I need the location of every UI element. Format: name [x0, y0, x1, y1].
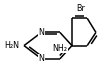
Text: N: N — [38, 54, 44, 63]
Text: NH₂: NH₂ — [52, 44, 67, 53]
Text: Br: Br — [76, 4, 85, 13]
Text: N: N — [38, 28, 44, 37]
Text: H₂N: H₂N — [5, 41, 20, 50]
